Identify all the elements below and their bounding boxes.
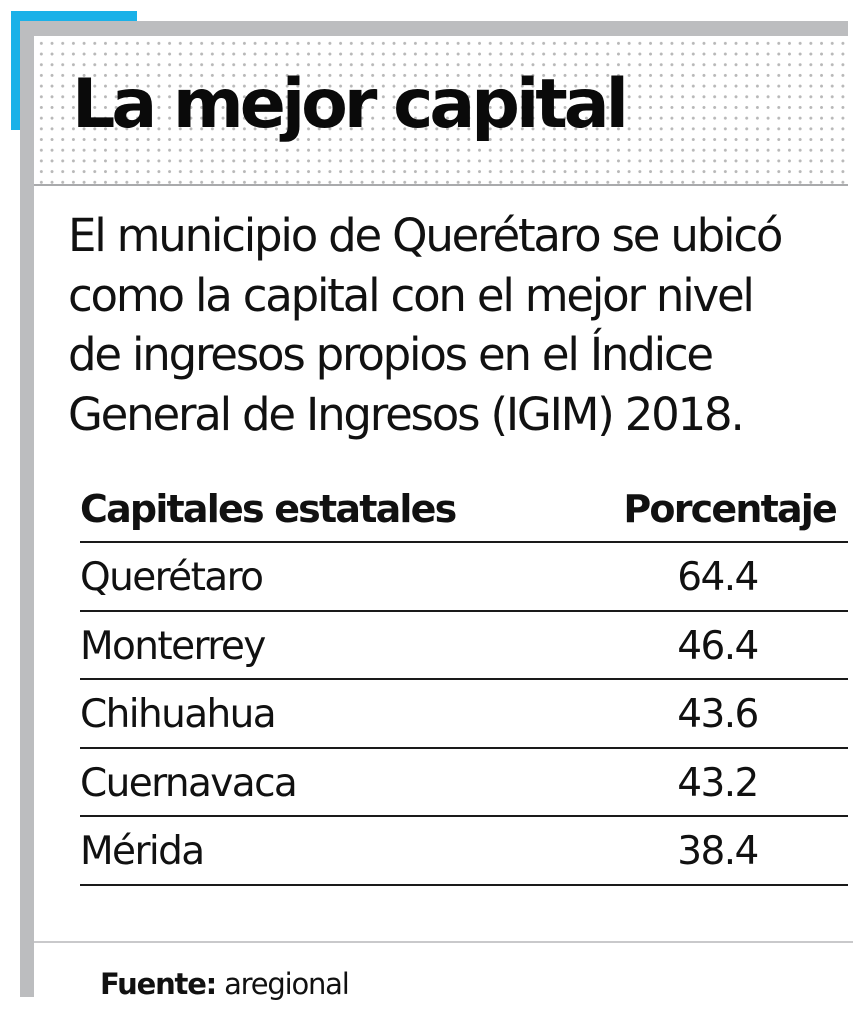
frame-left-bar <box>20 21 34 997</box>
source-note: Fuente: aregional <box>100 964 350 1004</box>
column-header-percentage: Porcentaje <box>623 487 837 531</box>
page-title: La mejor capital <box>72 65 629 144</box>
dotted-header-band <box>34 36 848 186</box>
frame-top-bar <box>20 21 848 36</box>
cell-percentage: 43.2 <box>677 760 759 806</box>
table-header-row: Capitales estatales Porcentaje <box>80 474 848 543</box>
table-row: Querétaro 64.4 <box>80 543 848 612</box>
intro-line: como la capital con el mejor nivel <box>68 268 755 322</box>
cell-capital: Cuernavaca <box>80 760 298 806</box>
table-row: Mérida 38.4 <box>80 817 848 886</box>
cell-capital: Monterrey <box>80 623 266 669</box>
column-header-capital: Capitales estatales <box>80 487 457 531</box>
table-row: Monterrey 46.4 <box>80 612 848 680</box>
table-row: Chihuahua 43.6 <box>80 680 848 749</box>
source-value: aregional <box>216 967 350 1001</box>
cell-capital: Chihuahua <box>80 692 277 737</box>
cell-capital: Mérida <box>80 829 205 874</box>
cell-percentage: 46.4 <box>677 623 759 669</box>
intro-line: de ingresos propios en el Índice <box>68 328 714 381</box>
intro-paragraph: El municipio de Querétaro se ubicó como … <box>68 206 864 444</box>
intro-line: General de Ingresos (IGIM) 2018. <box>68 387 745 441</box>
cell-percentage: 38.4 <box>677 829 759 874</box>
table-row: Cuernavaca 43.2 <box>80 749 848 817</box>
cell-percentage: 64.4 <box>677 555 759 600</box>
cell-capital: Querétaro <box>80 555 264 600</box>
intro-line: El municipio de Querétaro se ubicó <box>68 209 783 262</box>
footer-divider <box>34 941 853 943</box>
data-table: Capitales estatales Porcentaje Querétaro… <box>80 474 848 886</box>
cell-percentage: 43.6 <box>677 692 759 737</box>
source-label: Fuente: <box>100 967 217 1001</box>
